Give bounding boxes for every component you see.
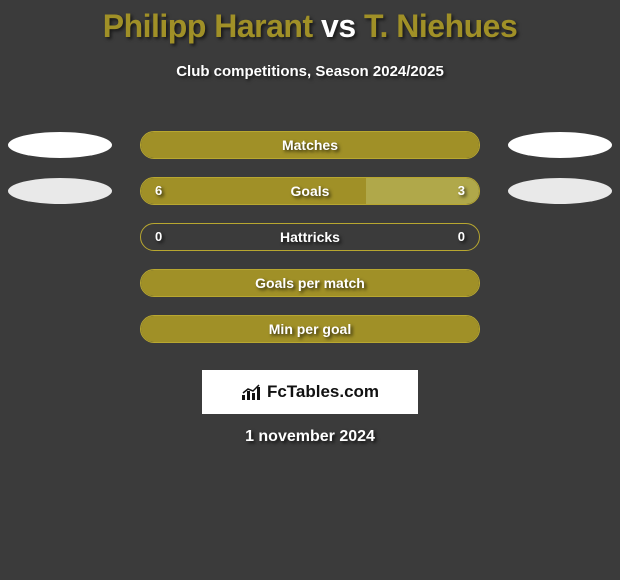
stat-row: Hattricks0 0 — [0, 214, 620, 260]
page-title: Philipp Harant vs T. Niehues — [0, 0, 620, 45]
vs-text: vs — [321, 8, 356, 44]
stat-value-right: 0 — [458, 224, 465, 250]
stat-row: Min per goal — [0, 306, 620, 352]
stat-label: Goals per match — [141, 270, 479, 296]
stat-value-left: 0 — [155, 224, 162, 250]
stat-row: Goals per match — [0, 260, 620, 306]
right-ellipse — [508, 178, 612, 204]
stat-label: Min per goal — [141, 316, 479, 342]
comparison-infographic: Philipp Harant vs T. Niehues Club compet… — [0, 0, 620, 446]
left-ellipse — [8, 132, 112, 158]
stat-bar: Goals per match — [140, 269, 480, 297]
player1-name: Philipp Harant — [103, 8, 313, 44]
left-ellipse — [8, 178, 112, 204]
date-line: 1 november 2024 — [0, 428, 620, 446]
stat-value-right: 3 — [458, 178, 465, 204]
stat-rows: Matches Goals6 3 Hattricks0 0 Goals per match… — [0, 122, 620, 352]
logo: FcTables.com — [241, 382, 379, 402]
subtitle: Club competitions, Season 2024/2025 — [0, 63, 620, 80]
chart-icon — [241, 383, 263, 401]
stat-bar: Goals6 3 — [140, 177, 480, 205]
stat-label: Hattricks — [141, 224, 479, 250]
stat-bar: Hattricks0 0 — [140, 223, 480, 251]
stat-bar: Min per goal — [140, 315, 480, 343]
stat-value-left: 6 — [155, 178, 162, 204]
logo-box: FcTables.com — [202, 370, 418, 414]
logo-text: FcTables.com — [267, 382, 379, 402]
player2-name: T. Niehues — [364, 8, 517, 44]
stat-row: Matches — [0, 122, 620, 168]
stat-row: Goals6 3 — [0, 168, 620, 214]
stat-label: Matches — [141, 132, 479, 158]
stat-label: Goals — [141, 178, 479, 204]
right-ellipse — [508, 132, 612, 158]
stat-bar: Matches — [140, 131, 480, 159]
